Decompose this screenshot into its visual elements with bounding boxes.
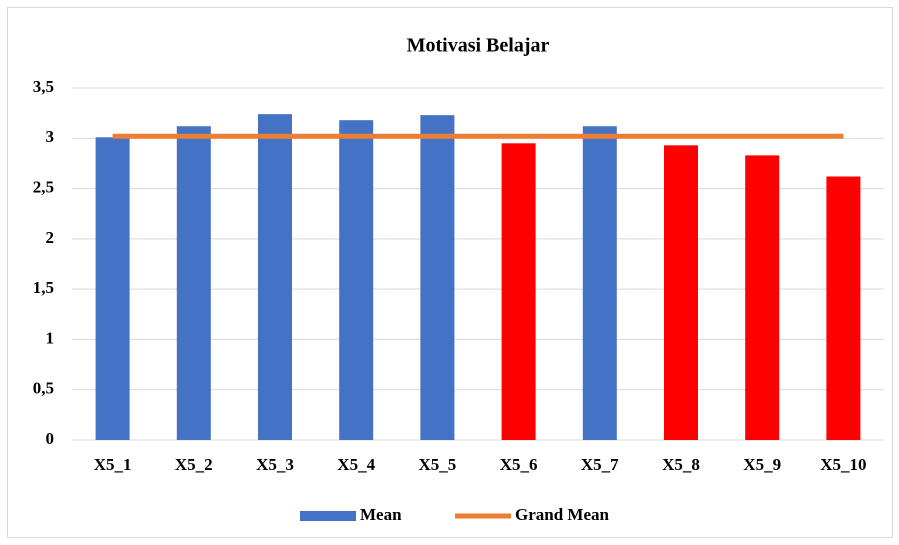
x-tick-label: X5_1 xyxy=(94,455,132,474)
x-tick-label: X5_7 xyxy=(581,455,619,474)
bar xyxy=(339,120,374,440)
x-tick-label: X5_9 xyxy=(743,455,781,474)
x-tick-label: X5_10 xyxy=(820,455,866,474)
x-tick-label: X5_3 xyxy=(256,455,294,474)
y-tick-label: 3,5 xyxy=(33,77,54,96)
y-tick-label: 1,5 xyxy=(33,278,54,297)
y-tick-label: 1 xyxy=(46,328,55,347)
legend-label: Mean xyxy=(360,505,402,524)
bar xyxy=(664,145,698,440)
y-tick-label: 2,5 xyxy=(33,177,54,196)
y-tick-label: 0 xyxy=(46,429,55,448)
bar xyxy=(176,126,211,441)
y-tick-label: 3 xyxy=(46,127,55,146)
y-tick-label: 2 xyxy=(46,228,55,247)
bar xyxy=(420,115,455,440)
bar xyxy=(582,126,617,441)
x-tick-label: X5_4 xyxy=(337,455,375,474)
bar xyxy=(95,137,130,440)
legend-swatch xyxy=(300,511,356,521)
bar xyxy=(258,114,292,441)
legend-label: Grand Mean xyxy=(515,505,610,524)
x-tick-label: X5_8 xyxy=(662,455,700,474)
bar xyxy=(826,176,861,440)
bar xyxy=(745,155,780,440)
bar xyxy=(501,143,536,441)
x-tick-label: X5_2 xyxy=(175,455,213,474)
x-tick-label: X5_5 xyxy=(419,455,457,474)
y-tick-label: 0,5 xyxy=(33,379,54,398)
x-tick-label: X5_6 xyxy=(500,455,538,474)
chart-title: Motivasi Belajar xyxy=(407,35,550,57)
